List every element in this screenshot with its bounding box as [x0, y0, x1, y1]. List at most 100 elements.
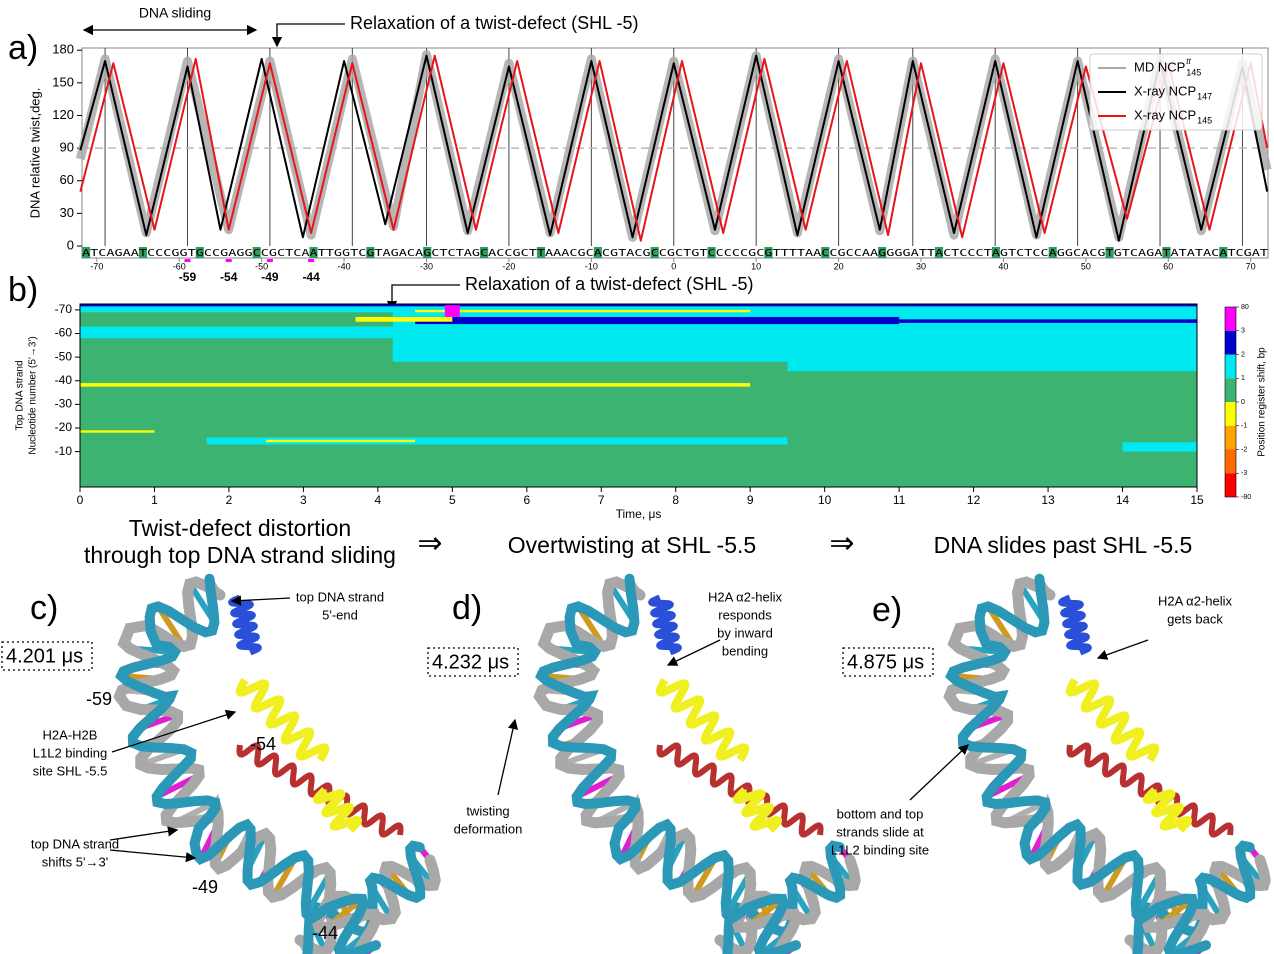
- position-label: -54: [250, 734, 276, 754]
- x-tick-label: 10: [751, 261, 761, 271]
- note: 5'-end: [322, 607, 358, 622]
- legend-label: MD NCP: [1134, 59, 1185, 74]
- note: site SHL -5.5: [33, 763, 108, 778]
- x-tick-label: -40: [338, 261, 351, 271]
- note: top DNA strand: [296, 589, 384, 604]
- position-label: -59: [86, 689, 112, 709]
- x-tick-label: 10: [818, 493, 832, 507]
- note: responds: [718, 607, 772, 622]
- colorbar-tick-label: 2: [1241, 351, 1245, 358]
- note: strands slide at: [836, 824, 924, 839]
- x-tick-label: 3: [300, 493, 307, 507]
- colorbar-tick-label: -3: [1241, 470, 1247, 477]
- legend-label: X-ray NCP: [1134, 107, 1196, 122]
- y-tick-label: -40: [55, 373, 73, 387]
- y-tick-label: -20: [55, 420, 73, 434]
- y-axis-label: DNA relative twist,deg.: [27, 88, 42, 219]
- highlight-label: -44: [302, 270, 320, 284]
- y-tick-label: -10: [55, 444, 73, 458]
- colorbar-segment: [1225, 473, 1236, 497]
- x-tick-label: 15: [1190, 493, 1204, 507]
- position-label: -49: [192, 877, 218, 897]
- note: bottom and top: [837, 806, 924, 821]
- heat-region: [1123, 442, 1197, 451]
- protein-helix: [652, 598, 679, 652]
- heat-region: [80, 326, 393, 338]
- colorbar-segment: [1225, 402, 1236, 426]
- y-tick-label: 30: [60, 205, 74, 220]
- arrow: [110, 850, 195, 858]
- legend-subscript: 147: [1197, 91, 1212, 101]
- y-tick-label: -50: [55, 349, 73, 363]
- y-tick-label: 180: [52, 42, 74, 57]
- x-tick-label: 13: [1041, 493, 1055, 507]
- colorbar-segment: [1225, 450, 1236, 474]
- x-axis-label: Time, μs: [616, 507, 662, 521]
- x-tick-label: 70: [1246, 261, 1256, 271]
- note: by inward: [717, 625, 773, 640]
- panel-label: b): [8, 271, 38, 309]
- heat-region: [445, 305, 460, 317]
- y-tick-label: 120: [52, 107, 74, 122]
- annotation: DNA sliding: [139, 5, 211, 21]
- heat-region: [393, 305, 1197, 362]
- heat-region: [899, 319, 1197, 323]
- arrow: [910, 745, 968, 800]
- arrow: [110, 830, 177, 840]
- colorbar-tick-label: 1: [1241, 375, 1245, 382]
- molecular-renderings: [120, 579, 1266, 954]
- panel-label: a): [8, 29, 38, 67]
- y-tick-label: 90: [60, 140, 74, 155]
- highlight-label: -49: [261, 270, 279, 284]
- annotation: Relaxation of a twist-defect (SHL -5): [350, 13, 638, 33]
- colorbar-tick-label: -2: [1241, 446, 1247, 453]
- note: bending: [722, 643, 768, 658]
- x-tick-label: 40: [998, 261, 1008, 271]
- arrow: [1098, 640, 1148, 658]
- y-tick-label: 60: [60, 172, 74, 187]
- step-caption: DNA slides past SHL -5.5: [934, 532, 1193, 558]
- y-tick-label: -60: [55, 326, 73, 340]
- arrow: [277, 24, 345, 46]
- x-tick-label: -70: [90, 261, 103, 271]
- highlight-label: -59: [179, 270, 197, 284]
- x-tick-label: -20: [502, 261, 515, 271]
- y-tick-label: -70: [55, 302, 73, 316]
- note: L1L2 binding site: [831, 842, 929, 857]
- x-tick-label: 14: [1116, 493, 1130, 507]
- heat-region: [356, 317, 453, 322]
- x-tick-label: -10: [585, 261, 598, 271]
- protein-helix: [1062, 598, 1089, 652]
- time-label: 4.201 μs: [6, 645, 83, 667]
- x-tick-label: 1: [151, 493, 158, 507]
- note: H2A α2-helix: [1158, 593, 1232, 608]
- heat-region: [787, 362, 1197, 371]
- time-label: 4.875 μs: [847, 651, 924, 673]
- x-tick-label: 30: [916, 261, 926, 271]
- highlight-label: -54: [220, 270, 238, 284]
- arrow: [498, 720, 515, 795]
- note: L1L2 binding: [33, 745, 107, 760]
- heat-region: [266, 440, 415, 442]
- highlight-marker: [226, 259, 232, 262]
- highlight-marker: [267, 259, 273, 262]
- protein-helix: [737, 790, 778, 830]
- x-tick-label: 50: [1081, 261, 1091, 271]
- x-tick-label: 0: [671, 261, 676, 271]
- x-tick-label: 8: [672, 493, 679, 507]
- legend-label: X-ray NCP: [1134, 83, 1196, 98]
- heat-region: [415, 310, 750, 312]
- colorbar-tick-label: -80: [1241, 494, 1251, 501]
- time-label: 4.232 μs: [432, 651, 509, 673]
- colorbar-tick-label: 3: [1241, 328, 1245, 335]
- step-caption: through top DNA strand sliding: [84, 542, 396, 568]
- annotation: Relaxation of a twist-defect (SHL -5): [465, 274, 753, 294]
- step-arrow: ⇒: [417, 527, 442, 560]
- colorbar-tick-label: 0: [1241, 399, 1245, 406]
- x-tick-label: -30: [420, 261, 433, 271]
- x-tick-label: 12: [967, 493, 981, 507]
- y-tick-label: 150: [52, 74, 74, 89]
- y-tick-label: 0: [67, 237, 74, 252]
- heat-region: [80, 430, 154, 432]
